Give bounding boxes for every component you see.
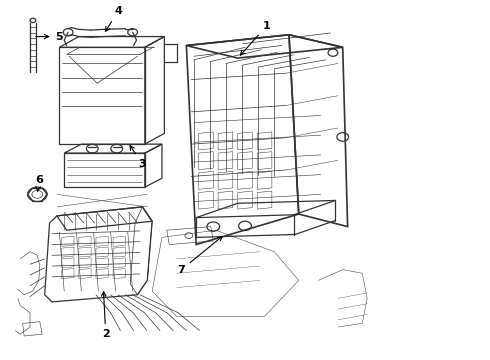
Text: 3: 3	[130, 146, 146, 169]
Text: 7: 7	[177, 236, 222, 275]
Text: 1: 1	[241, 21, 271, 55]
Text: 2: 2	[101, 292, 110, 339]
Text: 4: 4	[105, 6, 122, 31]
Text: 6: 6	[35, 175, 43, 191]
Text: 5: 5	[36, 32, 63, 41]
